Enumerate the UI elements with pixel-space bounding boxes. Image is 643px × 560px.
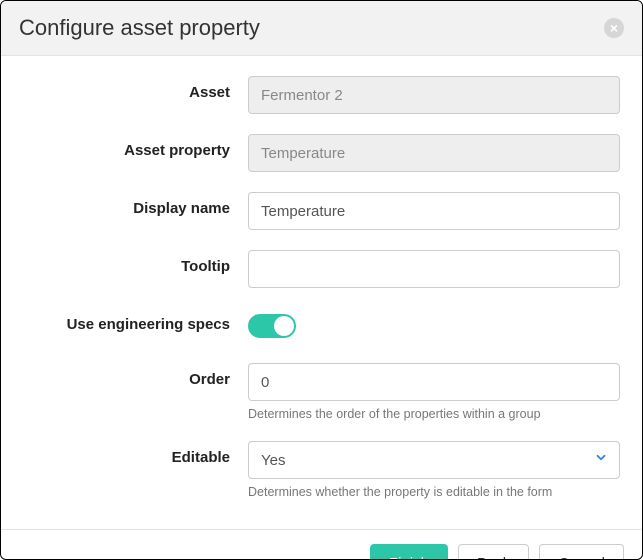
editable-label: Editable — [23, 441, 248, 466]
field-asset-property: Asset property — [23, 134, 620, 172]
asset-property-input — [248, 134, 620, 172]
order-label: Order — [23, 363, 248, 388]
order-input[interactable] — [248, 363, 620, 401]
editable-help: Determines whether the property is edita… — [248, 485, 620, 499]
toggle-knob — [274, 316, 294, 336]
finish-button[interactable]: Finish — [370, 544, 448, 560]
dialog-title: Configure asset property — [19, 15, 260, 41]
display-name-input[interactable] — [248, 192, 620, 230]
display-name-label: Display name — [23, 192, 248, 217]
tooltip-input[interactable] — [248, 250, 620, 288]
field-tooltip: Tooltip — [23, 250, 620, 288]
dialog-footer: Finish Back Cancel — [1, 529, 642, 560]
dialog-header: Configure asset property × — [1, 1, 642, 56]
asset-label: Asset — [23, 76, 248, 101]
editable-select[interactable] — [248, 441, 620, 479]
field-display-name: Display name — [23, 192, 620, 230]
field-order: Order Determines the order of the proper… — [23, 363, 620, 421]
asset-property-label: Asset property — [23, 134, 248, 159]
order-help: Determines the order of the properties w… — [248, 407, 620, 421]
cancel-button[interactable]: Cancel — [539, 544, 624, 560]
use-engineering-specs-toggle[interactable] — [248, 314, 296, 338]
field-editable: Editable Determines whether the property… — [23, 441, 620, 499]
asset-input — [248, 76, 620, 114]
configure-asset-property-dialog: Configure asset property × Asset Asset p… — [0, 0, 643, 560]
use-engineering-specs-label: Use engineering specs — [23, 308, 248, 333]
close-icon[interactable]: × — [604, 18, 624, 38]
back-button[interactable]: Back — [458, 544, 529, 560]
field-asset: Asset — [23, 76, 620, 114]
dialog-body: Asset Asset property Display name Toolti… — [1, 56, 642, 529]
tooltip-label: Tooltip — [23, 250, 248, 275]
field-use-engineering-specs: Use engineering specs — [23, 308, 620, 343]
